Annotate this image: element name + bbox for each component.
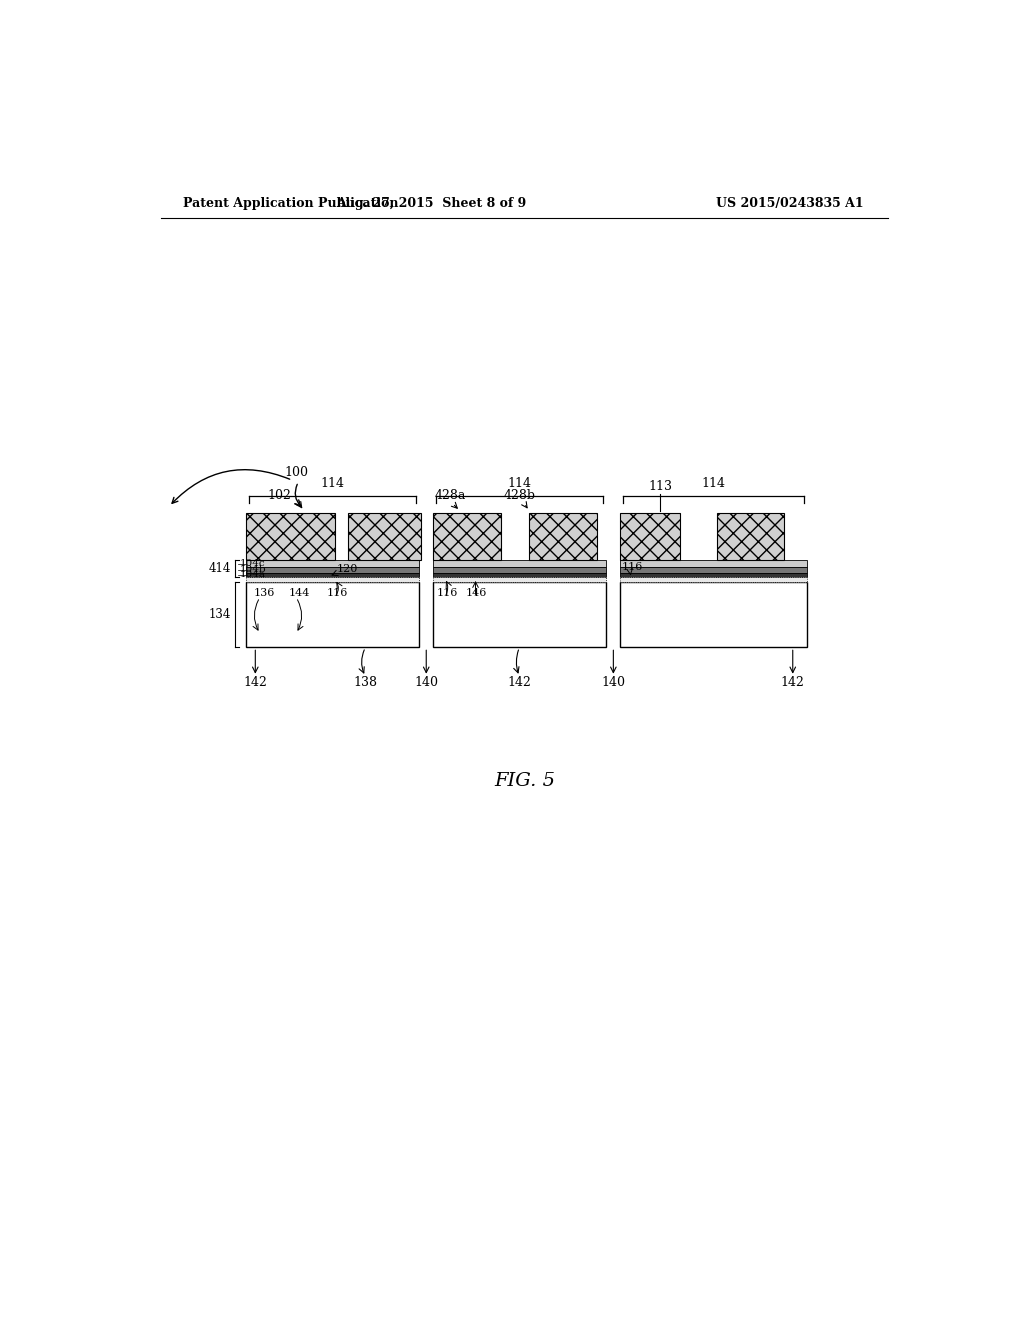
Bar [246,582,419,647]
Text: 104c: 104c [240,560,265,569]
Text: 428a: 428a [435,488,466,502]
Text: 120: 120 [336,564,357,574]
Text: 116: 116 [327,587,348,598]
Text: 114: 114 [701,478,725,490]
Text: 104a: 104a [240,570,266,579]
Bar [246,560,419,568]
Bar [246,512,335,561]
Bar [433,577,606,582]
Text: 134: 134 [209,609,231,622]
Text: 140: 140 [601,676,626,689]
Text: 142: 142 [781,676,805,689]
Bar [621,512,680,561]
Text: 146: 146 [466,587,486,598]
Text: Aug. 27, 2015  Sheet 8 of 9: Aug. 27, 2015 Sheet 8 of 9 [336,197,526,210]
Bar [246,573,419,577]
Text: 116: 116 [437,587,459,598]
Text: 138: 138 [353,676,378,689]
Text: 136: 136 [254,587,275,598]
Text: FIG. 5: FIG. 5 [495,772,555,789]
Bar [621,577,807,582]
Text: 113: 113 [648,479,673,492]
Text: 428b: 428b [504,488,536,502]
Bar [246,577,419,582]
Text: 116: 116 [622,562,643,573]
Text: 140: 140 [415,676,438,689]
Text: US 2015/0243835 A1: US 2015/0243835 A1 [716,197,863,210]
Text: 114: 114 [321,478,345,490]
Text: 144: 144 [289,587,310,598]
Bar [433,512,501,561]
Text: 114: 114 [508,478,531,490]
Bar [621,568,807,573]
Text: 142: 142 [508,676,531,689]
Text: 104b: 104b [240,565,266,574]
Bar [717,512,784,561]
Text: 414: 414 [209,562,231,576]
Bar [621,560,807,568]
Bar [621,582,807,647]
Text: 100: 100 [285,466,308,479]
Bar [433,573,606,577]
Bar [433,582,606,647]
Text: 142: 142 [244,676,267,689]
Bar [246,568,419,573]
Bar [433,560,606,568]
Bar [529,512,597,561]
Text: 102: 102 [267,488,292,502]
Bar [348,512,421,561]
Text: Patent Application Publication: Patent Application Publication [183,197,398,210]
Bar [621,573,807,577]
Bar [433,568,606,573]
